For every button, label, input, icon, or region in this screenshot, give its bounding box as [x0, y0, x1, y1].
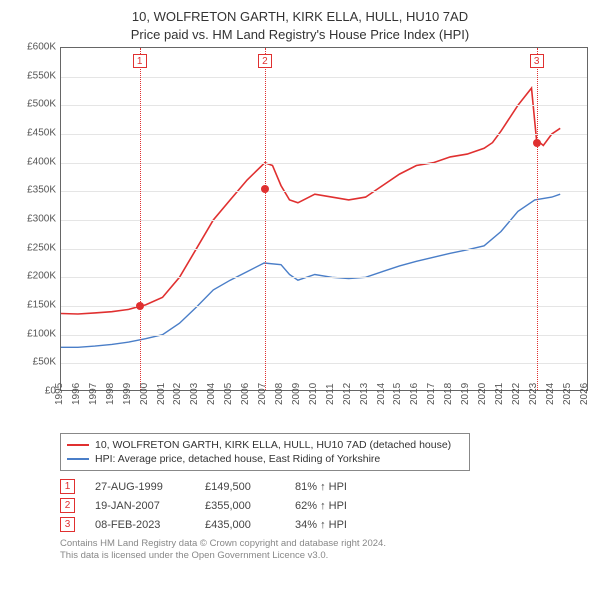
y-tick-label: £550K [27, 70, 56, 81]
legend-label-property: 10, WOLFRETON GARTH, KIRK ELLA, HULL, HU… [95, 439, 451, 451]
x-tick-label: 2023 [528, 383, 539, 405]
legend-item-hpi: HPI: Average price, detached house, East… [67, 452, 463, 466]
x-tick-label: 2010 [308, 383, 319, 405]
title-line1: 10, WOLFRETON GARTH, KIRK ELLA, HULL, HU… [12, 8, 588, 26]
y-tick-label: £500K [27, 99, 56, 110]
legend: 10, WOLFRETON GARTH, KIRK ELLA, HULL, HU… [60, 433, 470, 471]
sale-date-1: 27-AUG-1999 [95, 481, 185, 493]
footer-line1: Contains HM Land Registry data © Crown c… [60, 538, 588, 550]
y-tick-label: £50K [33, 357, 56, 368]
event-marker-line [537, 48, 538, 390]
event-marker-box: 2 [258, 54, 272, 68]
sale-price-3: £435,000 [205, 519, 275, 531]
sale-delta-2: 62% ↑ HPI [295, 500, 347, 512]
y-tick-label: £150K [27, 300, 56, 311]
sale-date-3: 08-FEB-2023 [95, 519, 185, 531]
plot-area: 1 2 3 [60, 47, 588, 391]
x-tick-label: 2006 [240, 383, 251, 405]
series-property [61, 88, 560, 314]
sale-delta-1: 81% ↑ HPI [295, 481, 347, 493]
x-tick-label: 2016 [409, 383, 420, 405]
event-marker-dot [136, 302, 144, 310]
y-tick-label: £450K [27, 128, 56, 139]
event-marker-line [140, 48, 141, 390]
x-tick-label: 2015 [392, 383, 403, 405]
x-tick-label: 2021 [494, 383, 505, 405]
x-axis: 1995199619971998199920002001200220032004… [60, 391, 588, 427]
y-tick-label: £250K [27, 242, 56, 253]
y-tick-label: £400K [27, 156, 56, 167]
sale-marker-3: 3 [60, 517, 75, 532]
x-tick-label: 2004 [206, 383, 217, 405]
x-tick-label: 2012 [342, 383, 353, 405]
x-tick-label: 1997 [88, 383, 99, 405]
x-tick-label: 2026 [579, 383, 590, 405]
x-tick-label: 2008 [274, 383, 285, 405]
price-chart: £0£50K£100K£150K£200K£250K£300K£350K£400… [12, 47, 588, 427]
x-tick-label: 2005 [223, 383, 234, 405]
x-tick-label: 2013 [359, 383, 370, 405]
sale-marker-1: 1 [60, 479, 75, 494]
legend-swatch-hpi [67, 458, 89, 460]
footer-attribution: Contains HM Land Registry data © Crown c… [60, 538, 588, 563]
sale-row-2: 2 19-JAN-2007 £355,000 62% ↑ HPI [60, 498, 588, 513]
y-tick-label: £200K [27, 271, 56, 282]
sale-date-2: 19-JAN-2007 [95, 500, 185, 512]
title-line2: Price paid vs. HM Land Registry's House … [12, 26, 588, 44]
sale-price-2: £355,000 [205, 500, 275, 512]
x-tick-label: 1996 [71, 383, 82, 405]
x-tick-label: 2001 [156, 383, 167, 405]
x-tick-label: 2022 [511, 383, 522, 405]
x-tick-label: 2003 [189, 383, 200, 405]
sale-price-1: £149,500 [205, 481, 275, 493]
series-hpi [61, 194, 560, 347]
footer-line2: This data is licensed under the Open Gov… [60, 550, 588, 562]
x-tick-label: 2014 [376, 383, 387, 405]
event-marker-line [265, 48, 266, 390]
sale-delta-3: 34% ↑ HPI [295, 519, 347, 531]
sale-row-1: 1 27-AUG-1999 £149,500 81% ↑ HPI [60, 479, 588, 494]
y-tick-label: £350K [27, 185, 56, 196]
x-tick-label: 2000 [139, 383, 150, 405]
x-tick-label: 2019 [460, 383, 471, 405]
y-axis: £0£50K£100K£150K£200K£250K£300K£350K£400… [12, 47, 60, 391]
event-marker-box: 3 [530, 54, 544, 68]
legend-label-hpi: HPI: Average price, detached house, East… [95, 453, 380, 465]
x-tick-label: 2017 [426, 383, 437, 405]
x-tick-label: 1999 [122, 383, 133, 405]
x-tick-label: 2025 [562, 383, 573, 405]
y-tick-label: £600K [27, 42, 56, 53]
x-tick-label: 2011 [325, 384, 336, 406]
legend-swatch-property [67, 444, 89, 446]
sales-table: 1 27-AUG-1999 £149,500 81% ↑ HPI 2 19-JA… [60, 479, 588, 532]
y-tick-label: £100K [27, 328, 56, 339]
event-marker-dot [533, 139, 541, 147]
sale-row-3: 3 08-FEB-2023 £435,000 34% ↑ HPI [60, 517, 588, 532]
x-tick-label: 2007 [257, 383, 268, 405]
x-tick-label: 2002 [172, 383, 183, 405]
event-marker-box: 1 [133, 54, 147, 68]
sale-marker-2: 2 [60, 498, 75, 513]
x-tick-label: 2018 [443, 383, 454, 405]
y-tick-label: £300K [27, 214, 56, 225]
x-tick-label: 1998 [105, 383, 116, 405]
x-tick-label: 2009 [291, 383, 302, 405]
x-tick-label: 2024 [545, 383, 556, 405]
x-tick-label: 1995 [54, 383, 65, 405]
legend-item-property: 10, WOLFRETON GARTH, KIRK ELLA, HULL, HU… [67, 438, 463, 452]
chart-title: 10, WOLFRETON GARTH, KIRK ELLA, HULL, HU… [12, 8, 588, 43]
x-tick-label: 2020 [477, 383, 488, 405]
event-marker-dot [261, 185, 269, 193]
